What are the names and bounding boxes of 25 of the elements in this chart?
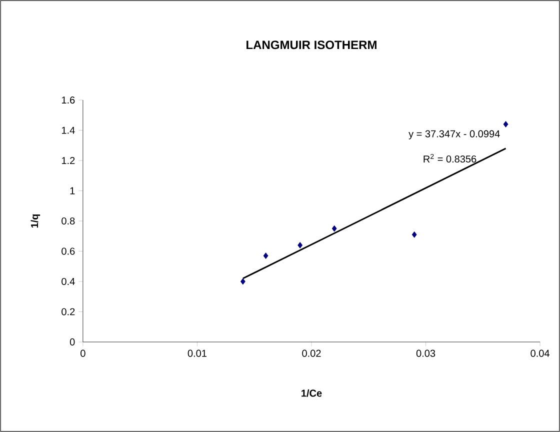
y-tick-label: 0.8 <box>62 217 75 225</box>
y-tick-label: 0.2 <box>62 308 75 316</box>
point <box>240 278 246 285</box>
chart-title: LANGMUIR ISOTHERM <box>246 40 376 50</box>
y-axis-title: 1/q <box>30 214 40 228</box>
annotation: y = 37.347x - 0.0994 <box>408 130 500 140</box>
point <box>412 231 417 238</box>
y-tick-label: 0.4 <box>62 278 75 286</box>
point <box>332 225 337 232</box>
y-tick-label: 1.2 <box>62 157 75 164</box>
y-tick-label: 0 <box>70 338 75 346</box>
x-tick-label: 0.04 <box>530 350 550 357</box>
x-tick-label: 0.01 <box>188 350 206 357</box>
x-tick-label: 0.03 <box>416 350 436 357</box>
y-tick-label: 1 <box>70 187 75 194</box>
point <box>298 242 303 248</box>
point <box>503 121 508 128</box>
y-tick-label: 1.6 <box>62 96 75 104</box>
x-tick-label: 0.02 <box>302 350 321 357</box>
x-tick-label: 0 <box>80 350 86 357</box>
y-tick-label: 0.6 <box>62 248 75 255</box>
annotation: R$^{2}$ = 0.8356 <box>424 154 476 163</box>
y-tick-label: 1.4 <box>62 126 75 134</box>
x-axis-title: 1/Ce <box>302 389 322 397</box>
point <box>263 252 268 259</box>
